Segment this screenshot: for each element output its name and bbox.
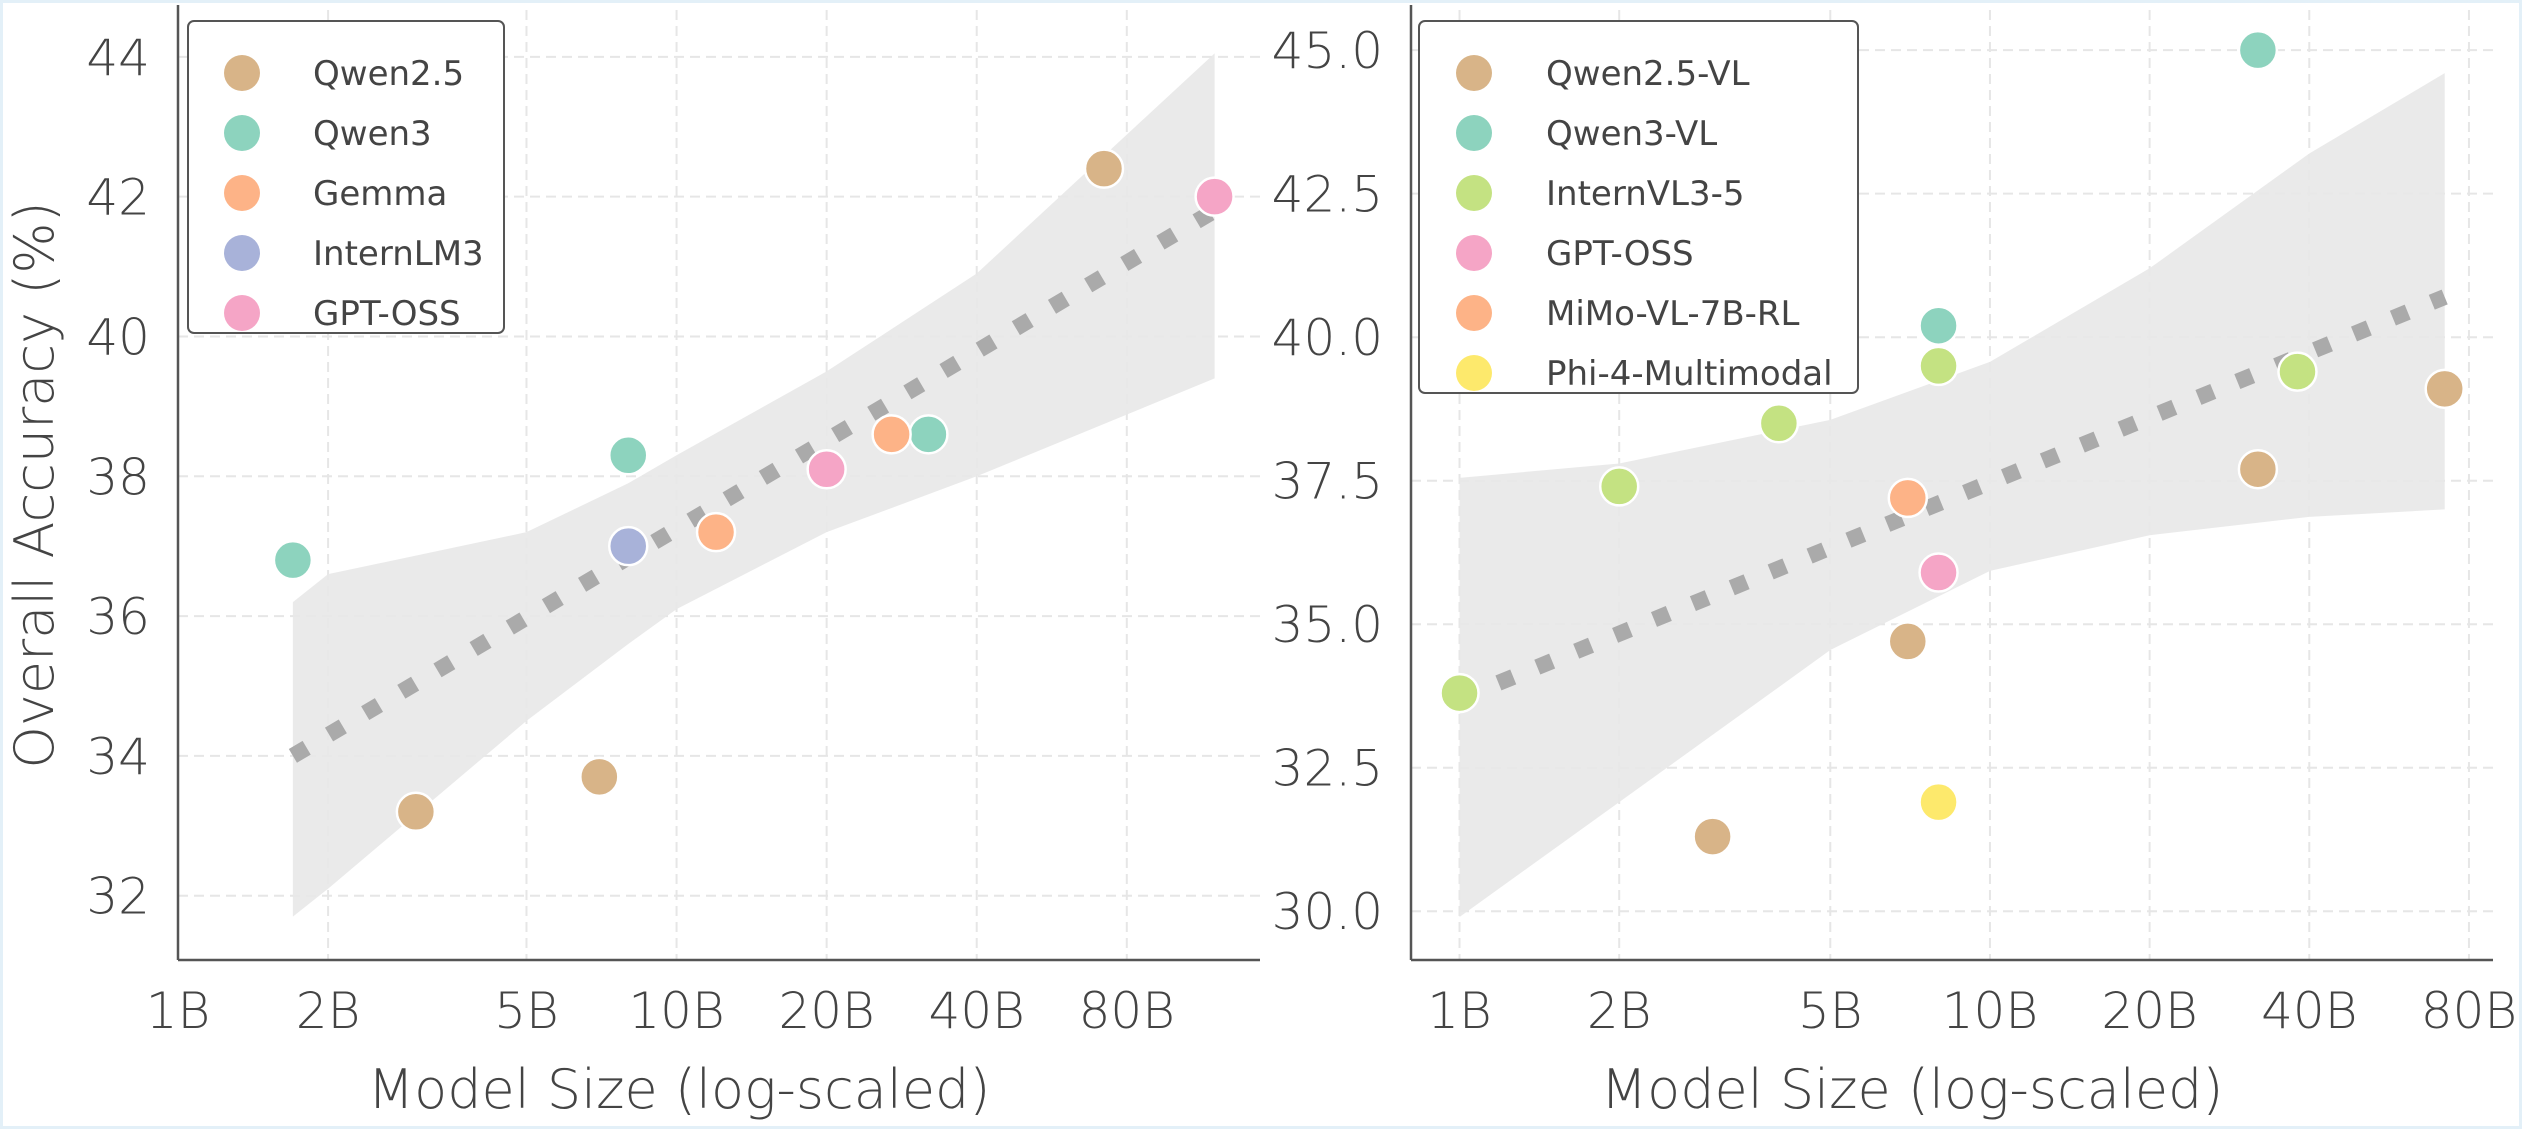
data-point-qwen2-5-vl bbox=[1887, 621, 1929, 662]
data-point-gpt-oss bbox=[806, 449, 847, 490]
legend-label: MiMo-VL-7B-RL bbox=[1546, 294, 1800, 334]
data-point-gpt-oss bbox=[1194, 176, 1235, 217]
legend-marker bbox=[1456, 115, 1492, 151]
y-tick-label: 45.0 bbox=[1272, 22, 1383, 80]
scatter-charts: 1B 2B 5B 10B 20B 40B 80B 32 34 36 38 40 42 44 Model Si… bbox=[3, 5, 2517, 1121]
trend-line bbox=[288, 203, 1219, 763]
legend-marker bbox=[1456, 235, 1492, 271]
y-tick-label: 42.5 bbox=[1272, 166, 1383, 224]
x-tick-label: 20B bbox=[2101, 982, 2197, 1040]
legend-box bbox=[187, 20, 505, 334]
legend-label: InternVL3-5 bbox=[1546, 174, 1745, 214]
legend-marker bbox=[224, 55, 260, 91]
data-point-qwen2-5 bbox=[579, 756, 620, 798]
data-point-gpt-oss bbox=[1918, 552, 1959, 593]
data-point-qwen3 bbox=[607, 435, 649, 476]
legend-marker bbox=[224, 295, 260, 331]
x-tick-label: 5B bbox=[494, 982, 559, 1040]
y-tick-label: 40.0 bbox=[1272, 309, 1383, 367]
x-tick-label: 10B bbox=[1942, 982, 2038, 1040]
data-point-mimo-vl-7b-rl bbox=[1887, 477, 1929, 519]
y-tick-label: 42 bbox=[86, 169, 150, 227]
legend-label: GPT-OSS bbox=[1546, 234, 1694, 274]
y-tick-label: 37.5 bbox=[1272, 453, 1383, 511]
data-point-qwen2-5-vl bbox=[1692, 816, 1733, 857]
data-point-internvl3-5 bbox=[2277, 351, 2318, 392]
data-point-internvl3-5 bbox=[1758, 403, 1800, 444]
x-axis-label: Model Size (log-scaled) bbox=[1601, 1058, 2224, 1121]
chart-panel-1: 1B 2B 5B 10B 20B 40B 80B 32 34 36 38 40 42 44 Model Si… bbox=[3, 5, 1260, 1121]
legend-box bbox=[1418, 20, 1859, 394]
legend-marker bbox=[224, 235, 260, 271]
y-tick-label: 35.0 bbox=[1272, 596, 1383, 654]
legend-label: InternLM3 bbox=[313, 234, 484, 274]
data-point-internvl3-5 bbox=[1439, 672, 1480, 714]
x-tick-label: 10B bbox=[628, 982, 724, 1040]
x-tick-label: 40B bbox=[929, 982, 1025, 1040]
data-point-qwen3 bbox=[272, 539, 314, 581]
confidence-band bbox=[1459, 73, 2445, 917]
legend-marker bbox=[1456, 55, 1492, 91]
data-point-phi-4-multimodal bbox=[1918, 781, 1959, 823]
data-point-qwen3 bbox=[908, 414, 949, 455]
x-tick-label: 2B bbox=[1587, 982, 1652, 1040]
data-point-internvl3-5 bbox=[1918, 345, 1959, 387]
data-point-internvl3-5 bbox=[1598, 466, 1640, 507]
y-tick-label: 34 bbox=[86, 728, 150, 786]
x-tick-label: 40B bbox=[2261, 982, 2357, 1040]
y-tick-label: 32 bbox=[86, 868, 150, 926]
legend-label: Phi-4-Multimodal bbox=[1546, 354, 1833, 394]
x-tick-label: 1B bbox=[146, 982, 211, 1040]
x-tick-label: 1B bbox=[1427, 982, 1492, 1040]
data-point-qwen3-vl bbox=[2237, 29, 2279, 71]
data-point-qwen2-5 bbox=[395, 791, 437, 833]
y-tick-label: 38 bbox=[86, 448, 150, 506]
y-tick-label: 40 bbox=[86, 308, 150, 366]
legend-marker bbox=[224, 175, 260, 211]
data-point-internlm3 bbox=[607, 525, 649, 567]
data-point-qwen2-5-vl bbox=[2237, 448, 2279, 490]
legend: Qwen2.5-VL Qwen3-VL InternVL3-5 GPT-OSS MiMo… bbox=[1418, 20, 1859, 394]
legend-label: Qwen3 bbox=[313, 114, 432, 154]
y-tick-label: 30.0 bbox=[1272, 883, 1383, 941]
data-point-gemma bbox=[871, 414, 912, 455]
data-point-gemma bbox=[695, 511, 737, 553]
x-tick-label: 2B bbox=[296, 982, 361, 1040]
y-tick-label: 32.5 bbox=[1272, 740, 1383, 798]
legend-marker bbox=[224, 115, 260, 151]
legend-label: Qwen2.5 bbox=[313, 54, 464, 94]
legend-label: GPT-OSS bbox=[313, 294, 461, 334]
legend-marker bbox=[1456, 355, 1492, 391]
legend-label: Qwen2.5-VL bbox=[1546, 54, 1750, 94]
x-tick-label: 20B bbox=[778, 982, 874, 1040]
legend-label: Gemma bbox=[313, 174, 447, 214]
legend-label: Qwen3-VL bbox=[1546, 114, 1717, 154]
x-axis-label: Model Size (log-scaled) bbox=[368, 1058, 991, 1121]
x-tick-label: 80B bbox=[2421, 982, 2517, 1040]
y-tick-label: 44 bbox=[86, 29, 150, 87]
data-point-qwen3-vl bbox=[1918, 305, 1959, 346]
legend: Qwen2.5 Qwen3 Gemma InternLM3 GPT-OSS bbox=[187, 20, 505, 334]
x-tick-label: 80B bbox=[1079, 982, 1175, 1040]
legend-marker bbox=[1456, 175, 1492, 211]
data-point-qwen2-5-vl bbox=[2424, 368, 2465, 410]
legend-marker bbox=[1456, 295, 1492, 331]
x-tick-label: 5B bbox=[1798, 982, 1863, 1040]
y-tick-label: 36 bbox=[86, 588, 150, 646]
chart-panel-2: 1B 2B 5B 10B 20B 40B 80B 30.0 32.5 35.0 37.5 40.0 42… bbox=[1272, 5, 2517, 1121]
data-point-qwen2-5 bbox=[1083, 148, 1125, 189]
y-axis-label: Overall Accuracy (%) bbox=[3, 201, 66, 768]
confidence-band bbox=[292, 53, 1215, 917]
